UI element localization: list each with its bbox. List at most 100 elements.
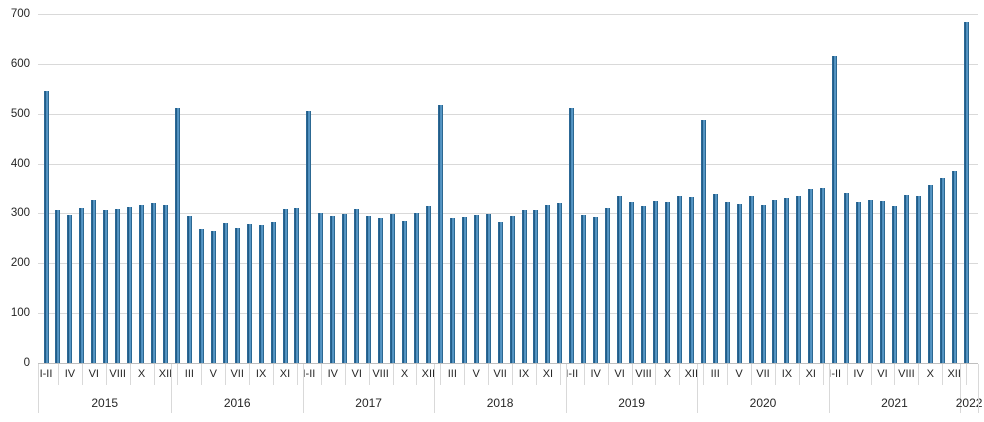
bar-2015-I-II <box>43 90 49 363</box>
bar-2017-XI <box>413 212 419 363</box>
month-label: XII <box>947 368 961 380</box>
month-label: VIII <box>898 368 915 380</box>
year-divider <box>302 364 304 413</box>
month-tick <box>774 364 776 385</box>
bar-2019-XII <box>688 197 694 363</box>
bar-2018-VI <box>485 213 491 363</box>
month-label: VIII <box>635 368 652 380</box>
bar-2019-IV <box>593 217 599 363</box>
bar-2017-IV <box>330 215 336 363</box>
year-divider <box>978 364 979 413</box>
month-tick <box>344 364 346 385</box>
month-tick <box>942 364 944 385</box>
bar-2015-V <box>79 208 85 363</box>
bar-2016-X <box>270 221 276 363</box>
bar-2020-VII <box>760 204 766 363</box>
year-divider <box>828 364 830 413</box>
month-tick <box>392 364 394 385</box>
month-tick <box>201 364 203 385</box>
bar-2018-I-II <box>437 105 443 363</box>
bar-2015-IX <box>127 206 133 363</box>
month-tick <box>488 364 490 385</box>
month-tick <box>177 364 179 385</box>
gridline-200 <box>38 263 978 265</box>
month-tick <box>129 364 131 385</box>
month-label: VI <box>88 368 99 380</box>
month-label: I-II <box>302 368 316 380</box>
month-tick <box>296 364 298 385</box>
bar-2019-X <box>664 201 670 363</box>
month-tick <box>751 364 753 385</box>
bar-2020-X <box>796 195 802 363</box>
month-label: IV <box>853 368 864 380</box>
bar-2017-IX <box>390 213 396 363</box>
bar-2021-IX <box>915 196 921 363</box>
bar-2016-VII <box>234 227 240 363</box>
bar-2015-VIII <box>115 209 121 363</box>
month-label: V <box>735 368 743 380</box>
gridline-300 <box>38 213 978 215</box>
month-tick <box>559 364 561 385</box>
month-label: VI <box>351 368 362 380</box>
month-tick <box>464 364 466 385</box>
month-tick <box>822 364 824 385</box>
month-tick <box>966 364 968 385</box>
bar-2016-V <box>210 231 216 363</box>
bar-2015-VII <box>103 210 109 363</box>
y-axis-label: 200 <box>10 257 30 270</box>
bar-2018-V <box>473 215 479 363</box>
month-label: X <box>137 368 146 380</box>
month-tick <box>368 364 370 385</box>
y-axis-label: 700 <box>10 8 30 20</box>
bar-2015-X <box>139 204 145 363</box>
month-label: XI <box>542 368 554 380</box>
bar-2018-X <box>533 209 539 363</box>
bar-2018-IV <box>461 216 467 363</box>
month-label: I-II <box>565 368 579 380</box>
month-tick <box>440 364 442 385</box>
bar-2017-X <box>402 220 407 363</box>
bar-2021-V <box>868 199 874 363</box>
bar-2019-I-II <box>569 107 575 363</box>
year-label: 2018 <box>486 396 514 410</box>
bar-2021-XI <box>939 178 945 363</box>
month-label: V <box>472 368 480 380</box>
month-tick <box>512 364 514 385</box>
month-label: XII <box>421 368 436 380</box>
bar-2021-XII <box>951 170 957 363</box>
month-label: X <box>663 368 672 380</box>
bar-2020-V <box>736 204 742 363</box>
month-label: VI <box>614 368 625 380</box>
month-tick <box>57 364 59 385</box>
bar-2020-VI <box>748 195 754 363</box>
month-tick <box>870 364 872 385</box>
month-label: XI <box>805 368 816 380</box>
bar-2015-XII <box>163 205 168 363</box>
month-label: XII <box>158 368 173 380</box>
bar-2015-VI <box>91 199 97 363</box>
year-label: 2019 <box>618 396 645 410</box>
bar-2017-V <box>342 214 348 363</box>
bar-2017-VI <box>354 209 360 363</box>
bar-2017-VIII <box>378 217 384 363</box>
month-label: VIII <box>372 368 389 380</box>
bar-2021-VI <box>880 200 885 363</box>
month-tick <box>249 364 251 385</box>
month-tick <box>894 364 896 385</box>
month-label: XII <box>684 368 699 380</box>
y-axis-label: 400 <box>10 157 30 170</box>
month-tick <box>416 364 418 385</box>
month-tick <box>703 364 705 385</box>
y-axis-label: 100 <box>10 307 30 320</box>
month-tick <box>320 364 322 385</box>
month-label: IX <box>781 368 793 380</box>
bar-2018-IX <box>521 210 527 363</box>
month-tick <box>81 364 83 385</box>
bar-2020-VIII <box>772 199 778 363</box>
year-label: 2016 <box>223 396 251 410</box>
bar-2016-XI <box>282 208 288 363</box>
gridline-500 <box>38 113 978 115</box>
month-tick <box>607 364 609 385</box>
bar-2021-IV <box>856 202 862 363</box>
